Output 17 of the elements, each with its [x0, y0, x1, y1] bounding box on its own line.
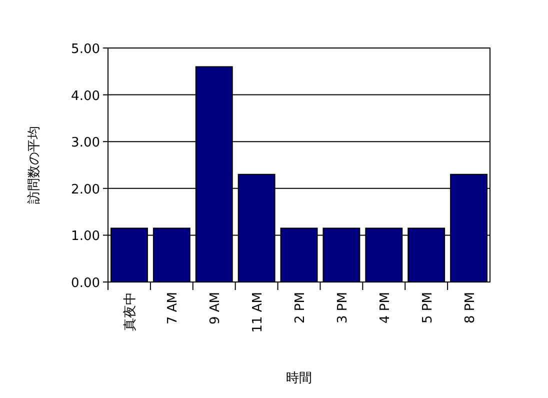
y-tick-label: 3.00: [71, 136, 100, 151]
y-axis-title: 訪問数の平均: [27, 126, 42, 204]
y-tick-label: 4.00: [71, 88, 100, 104]
x-tick-label: 真夜中: [122, 292, 138, 331]
x-tick-label: 4 PM: [378, 292, 393, 324]
x-tick-label: 5 PM: [420, 292, 436, 324]
y-tick-label: 5.00: [71, 42, 100, 57]
x-tick-label: 9 AM: [208, 292, 224, 325]
x-tick-label: 7 AM: [166, 292, 181, 325]
x-tick-label: 11 AM: [250, 292, 266, 333]
x-tick-label: 3 PM: [335, 292, 350, 324]
y-tick-label: 0.00: [71, 276, 100, 291]
x-tick-label: 2 PM: [293, 292, 308, 324]
x-axis-title: 時間: [286, 371, 312, 386]
y-tick-label: 2.00: [71, 182, 100, 198]
x-tick-label: 8 PM: [462, 292, 478, 324]
y-tick-label: 1.00: [71, 229, 100, 244]
